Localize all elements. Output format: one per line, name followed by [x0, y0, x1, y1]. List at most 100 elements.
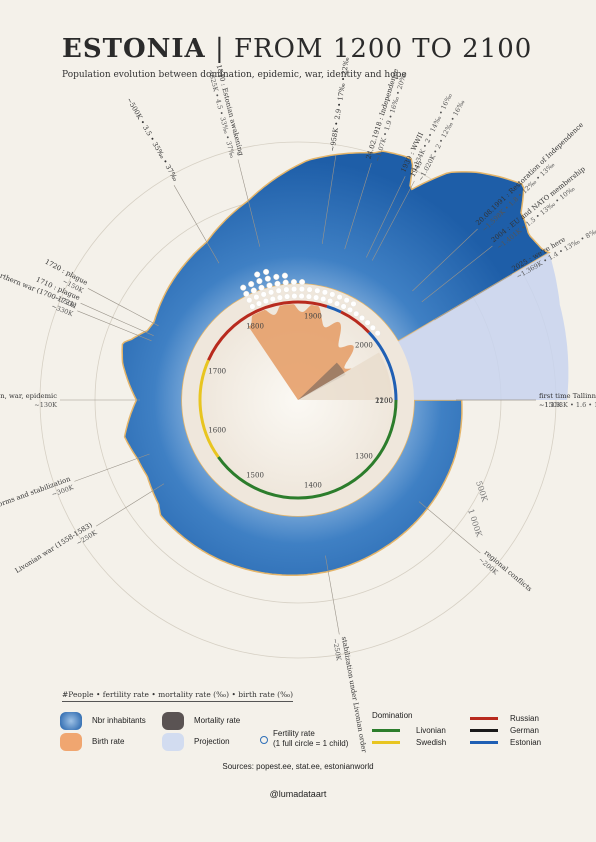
year-tick-label: 1700 [208, 368, 226, 376]
annotation-group: regional conflicts~200K [477, 549, 534, 594]
legend-label-fertility-2: (1 full circle = 1 child) [273, 739, 349, 748]
fertility-dot [353, 310, 360, 317]
fertility-dot [329, 291, 336, 298]
fertility-dot [283, 286, 290, 293]
annotation-value: ~150K [539, 401, 562, 409]
fertility-dot [266, 282, 273, 289]
annotation-leader [74, 453, 150, 482]
fertility-dot [336, 294, 343, 301]
annotation-group: ~958K • 2.9 • 17‰ • 22‰ [328, 57, 350, 152]
domination-arc-russian [207, 300, 328, 361]
annotation-leader [366, 176, 406, 258]
fertility-dot [350, 300, 357, 307]
fertility-dot [255, 300, 263, 307]
annotation-group: 24.02.1918 : Independence~1.07K • 1.9 • … [365, 68, 409, 163]
year-tick-label: 1600 [208, 426, 226, 434]
annotation-group: ~1.158K • 1.6 • 15‰ • 7‰ [539, 401, 596, 409]
title-sep: | [214, 34, 225, 64]
fertility-dot [321, 289, 328, 296]
annotation-value: ~250K [331, 638, 343, 662]
fertility-dot [314, 287, 321, 294]
annotation-group: 1650 : chaos with starvation, war, epide… [0, 392, 57, 409]
fertility-dot [246, 297, 253, 304]
annotation-group: first time Tallinn mentioned, before cru… [539, 392, 596, 409]
legend-label-livonian: Livonian [416, 726, 446, 735]
year-tick-label: 1900 [304, 312, 322, 320]
year-tick-label: 1200 [375, 397, 393, 405]
annotation-leader [96, 483, 165, 527]
year-tick-label: 1400 [304, 482, 322, 490]
annotation-text: agricultural reforms and stabilization [0, 475, 72, 527]
projection-area [382, 252, 569, 400]
annotation-text: stabilization under Livonian order [340, 636, 368, 754]
fertility-dot [274, 280, 281, 287]
annotation-value: ~130K [34, 401, 57, 409]
domination-arc-german [217, 399, 398, 500]
fertility-dot [305, 293, 312, 300]
legend-domination-title: Domination [372, 711, 413, 720]
fertility-dot [291, 286, 298, 293]
annotation-group: Livonian war (1558-1583)~250K [14, 521, 99, 575]
year-tick-label: 1300 [355, 452, 373, 460]
fertility-dot [254, 271, 261, 278]
annotation-leader [321, 154, 337, 244]
domination-arc-swedish [198, 359, 220, 458]
credit-text: @lumadataart [269, 789, 327, 799]
ring-label: 500K [474, 480, 489, 504]
annotation-leader [418, 501, 481, 554]
fertility-dot [333, 300, 341, 307]
legend-swatch-inhabitants [60, 712, 82, 730]
annotation-leader [77, 310, 152, 342]
fertility-dot [343, 297, 350, 304]
annotation-value: ~1.158K • 1.6 • 15‰ • 7‰ [539, 401, 596, 409]
legend-line-estonian [470, 741, 498, 744]
projection-core [298, 352, 392, 400]
fertility-dot [374, 330, 381, 337]
fertility-dot [240, 284, 247, 291]
fertility-dot [253, 294, 260, 301]
annotation-leader [173, 185, 220, 264]
annotation-group: 1840 : Estonian awakening~625K • 4.5 • 3… [207, 64, 246, 159]
annotation-leader [87, 288, 159, 327]
title-rest: FROM 1200 TO 2100 [234, 34, 533, 64]
legend-label-projection: Projection [194, 737, 230, 746]
fertility-dot [268, 289, 275, 296]
fertility-dot [249, 303, 256, 310]
fertility-dot [250, 287, 257, 294]
year-tick-label: 2000 [355, 342, 373, 350]
fertility-dot [269, 296, 276, 303]
fertility-dot [281, 272, 288, 279]
annotation-leader [237, 159, 261, 247]
fertility-dot [298, 286, 305, 293]
fertility-dot [346, 306, 354, 313]
fertility-dot [284, 293, 291, 300]
legend-line-german [470, 729, 498, 732]
legend-label-swedish: Swedish [416, 738, 447, 747]
annotation-leader [80, 302, 154, 336]
fertility-dot [340, 303, 347, 310]
fertility-dot [290, 279, 297, 286]
legend-line-russian [470, 717, 498, 720]
fertility-dot [306, 286, 313, 293]
fertility-dot [260, 291, 267, 298]
year-tick-label: 1500 [246, 472, 264, 480]
fertility-dot [243, 290, 250, 297]
annotation-text: ~500K • 3.5 • 35‰ • 37‰ [125, 96, 179, 182]
fertility-dot [248, 281, 255, 288]
annotation-text: 1650 : chaos with starvation, war, epide… [0, 392, 57, 400]
annotation-group: ~500K • 3.5 • 35‰ • 37‰ [125, 96, 179, 182]
fertility-dot [358, 314, 366, 322]
fertility-dot [276, 294, 283, 301]
page-title: ESTONIA | FROM 1200 TO 2100 [62, 34, 532, 64]
fertility-dot [262, 298, 269, 305]
annotation-group: stabilization under Livonian order~250K [331, 636, 368, 754]
annotation-text: first time Tallinn mentioned, before cru… [539, 392, 596, 400]
fertility-dot [291, 293, 298, 300]
domination-arc-estonian [326, 304, 342, 314]
legend-fertility-circle [260, 736, 268, 744]
annotation-leader [371, 180, 415, 261]
year-tick-label: 2100 [375, 397, 393, 405]
legend-line-swedish [372, 741, 400, 744]
fertility-dot [369, 324, 376, 331]
